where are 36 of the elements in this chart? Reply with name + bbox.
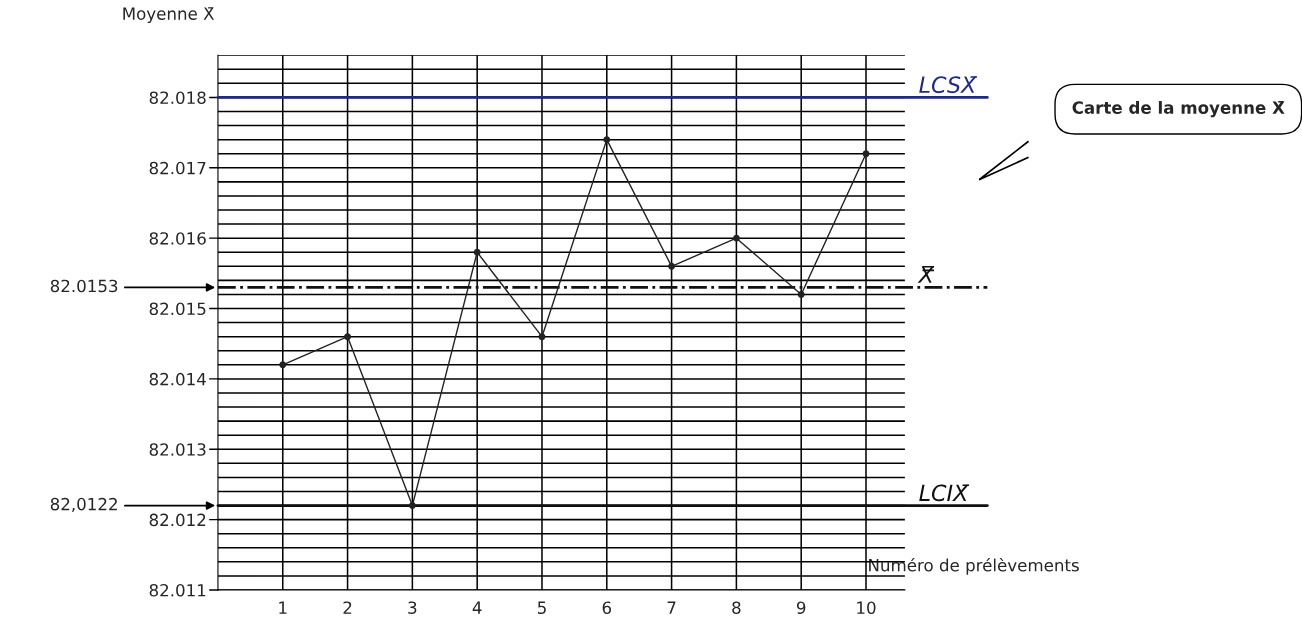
x-tick-label: 10 <box>857 601 876 615</box>
ref-line-label: LCSX̄ <box>919 76 978 94</box>
x-tick-label: 9 <box>796 601 806 615</box>
x-tick-label: 1 <box>279 601 287 614</box>
point <box>668 262 676 270</box>
text: 82,0122 <box>50 497 117 513</box>
point <box>732 234 740 242</box>
y-tick-label: 82.011 <box>149 583 206 597</box>
x-tick-label: 8 <box>732 601 741 615</box>
point <box>408 502 416 510</box>
y-tick-label: 82.012 <box>149 513 206 527</box>
x-tick-label: 7 <box>667 601 676 614</box>
point <box>797 290 805 298</box>
point <box>538 333 546 341</box>
text: Carte de la moyenne X̄ <box>1072 101 1285 118</box>
x-tick-label: 5 <box>537 601 546 615</box>
y-tick-label: 82.014 <box>149 372 206 386</box>
y-tick-label: 82.013 <box>149 443 206 456</box>
text: 82.0153 <box>50 279 118 293</box>
x-tick-label: 6 <box>602 601 612 615</box>
y-axis-title: Moyenne X̄ <box>123 7 214 24</box>
y-tick-label: 82.017 <box>149 161 206 175</box>
x-tick-label: 3 <box>408 601 417 615</box>
point <box>862 150 870 158</box>
point <box>344 333 352 341</box>
y-tick-label: 82.018 <box>149 91 206 104</box>
ref-line-label: LCIX̄ <box>919 484 970 502</box>
ref-line-label: X̿ <box>917 266 935 283</box>
x-axis-title: Numéro de prélèvements <box>869 557 1079 575</box>
point <box>279 361 287 369</box>
y-tick-label: 82.015 <box>149 302 206 316</box>
x-tick-label: 4 <box>472 601 482 614</box>
point <box>473 248 481 256</box>
point <box>603 136 611 144</box>
x-tick-label: 2 <box>343 601 352 614</box>
y-tick-label: 82.016 <box>149 232 206 245</box>
